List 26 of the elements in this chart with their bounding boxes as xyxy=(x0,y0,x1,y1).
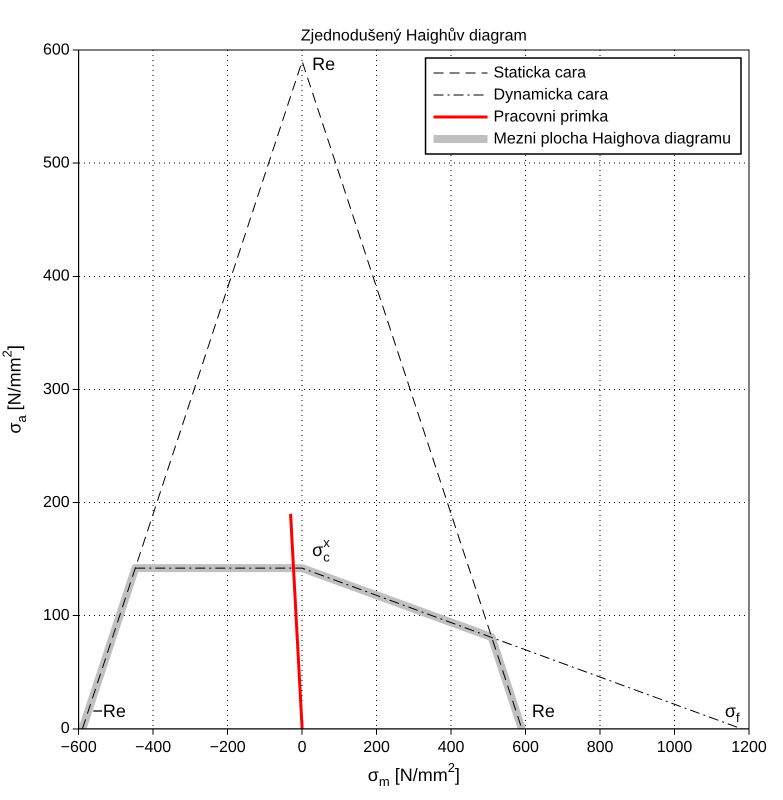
y-tick-label: 400 xyxy=(42,268,70,285)
chart-title: Zjednodušený Haighův diagram xyxy=(300,27,527,44)
legend-label: Dynamicka cara xyxy=(494,86,608,104)
x-tick-label: 400 xyxy=(438,738,465,756)
y-tick-label: 500 xyxy=(42,154,70,172)
x-tick-label: 600 xyxy=(512,738,540,756)
annotation: −Re xyxy=(92,700,126,721)
y-axis-title: σa [N/mm2] xyxy=(0,345,30,434)
y-tick-label: 200 xyxy=(42,494,70,511)
x-tick-label: 1200 xyxy=(731,738,767,756)
legend-label: Staticka cara xyxy=(494,64,586,82)
x-tick-label: 800 xyxy=(586,738,614,756)
x-tick-label: −200 xyxy=(210,738,246,756)
y-tick-label: 0 xyxy=(60,720,70,738)
annotation: Re xyxy=(312,54,336,74)
x-tick-label: 0 xyxy=(298,738,307,756)
x-tick-label: 200 xyxy=(363,738,390,756)
x-tick-label: 1000 xyxy=(656,738,692,756)
legend-label: Mezni plocha Haighova diagramu xyxy=(494,130,731,148)
annotation: Re xyxy=(532,700,555,721)
x-tick-label: −400 xyxy=(135,738,172,756)
y-tick-label: 100 xyxy=(42,607,70,624)
legend-label: Pracovni primka xyxy=(494,108,608,126)
x-tick-label: −600 xyxy=(60,738,97,756)
y-tick-label: 600 xyxy=(42,41,70,58)
y-tick-label: 300 xyxy=(42,380,70,398)
